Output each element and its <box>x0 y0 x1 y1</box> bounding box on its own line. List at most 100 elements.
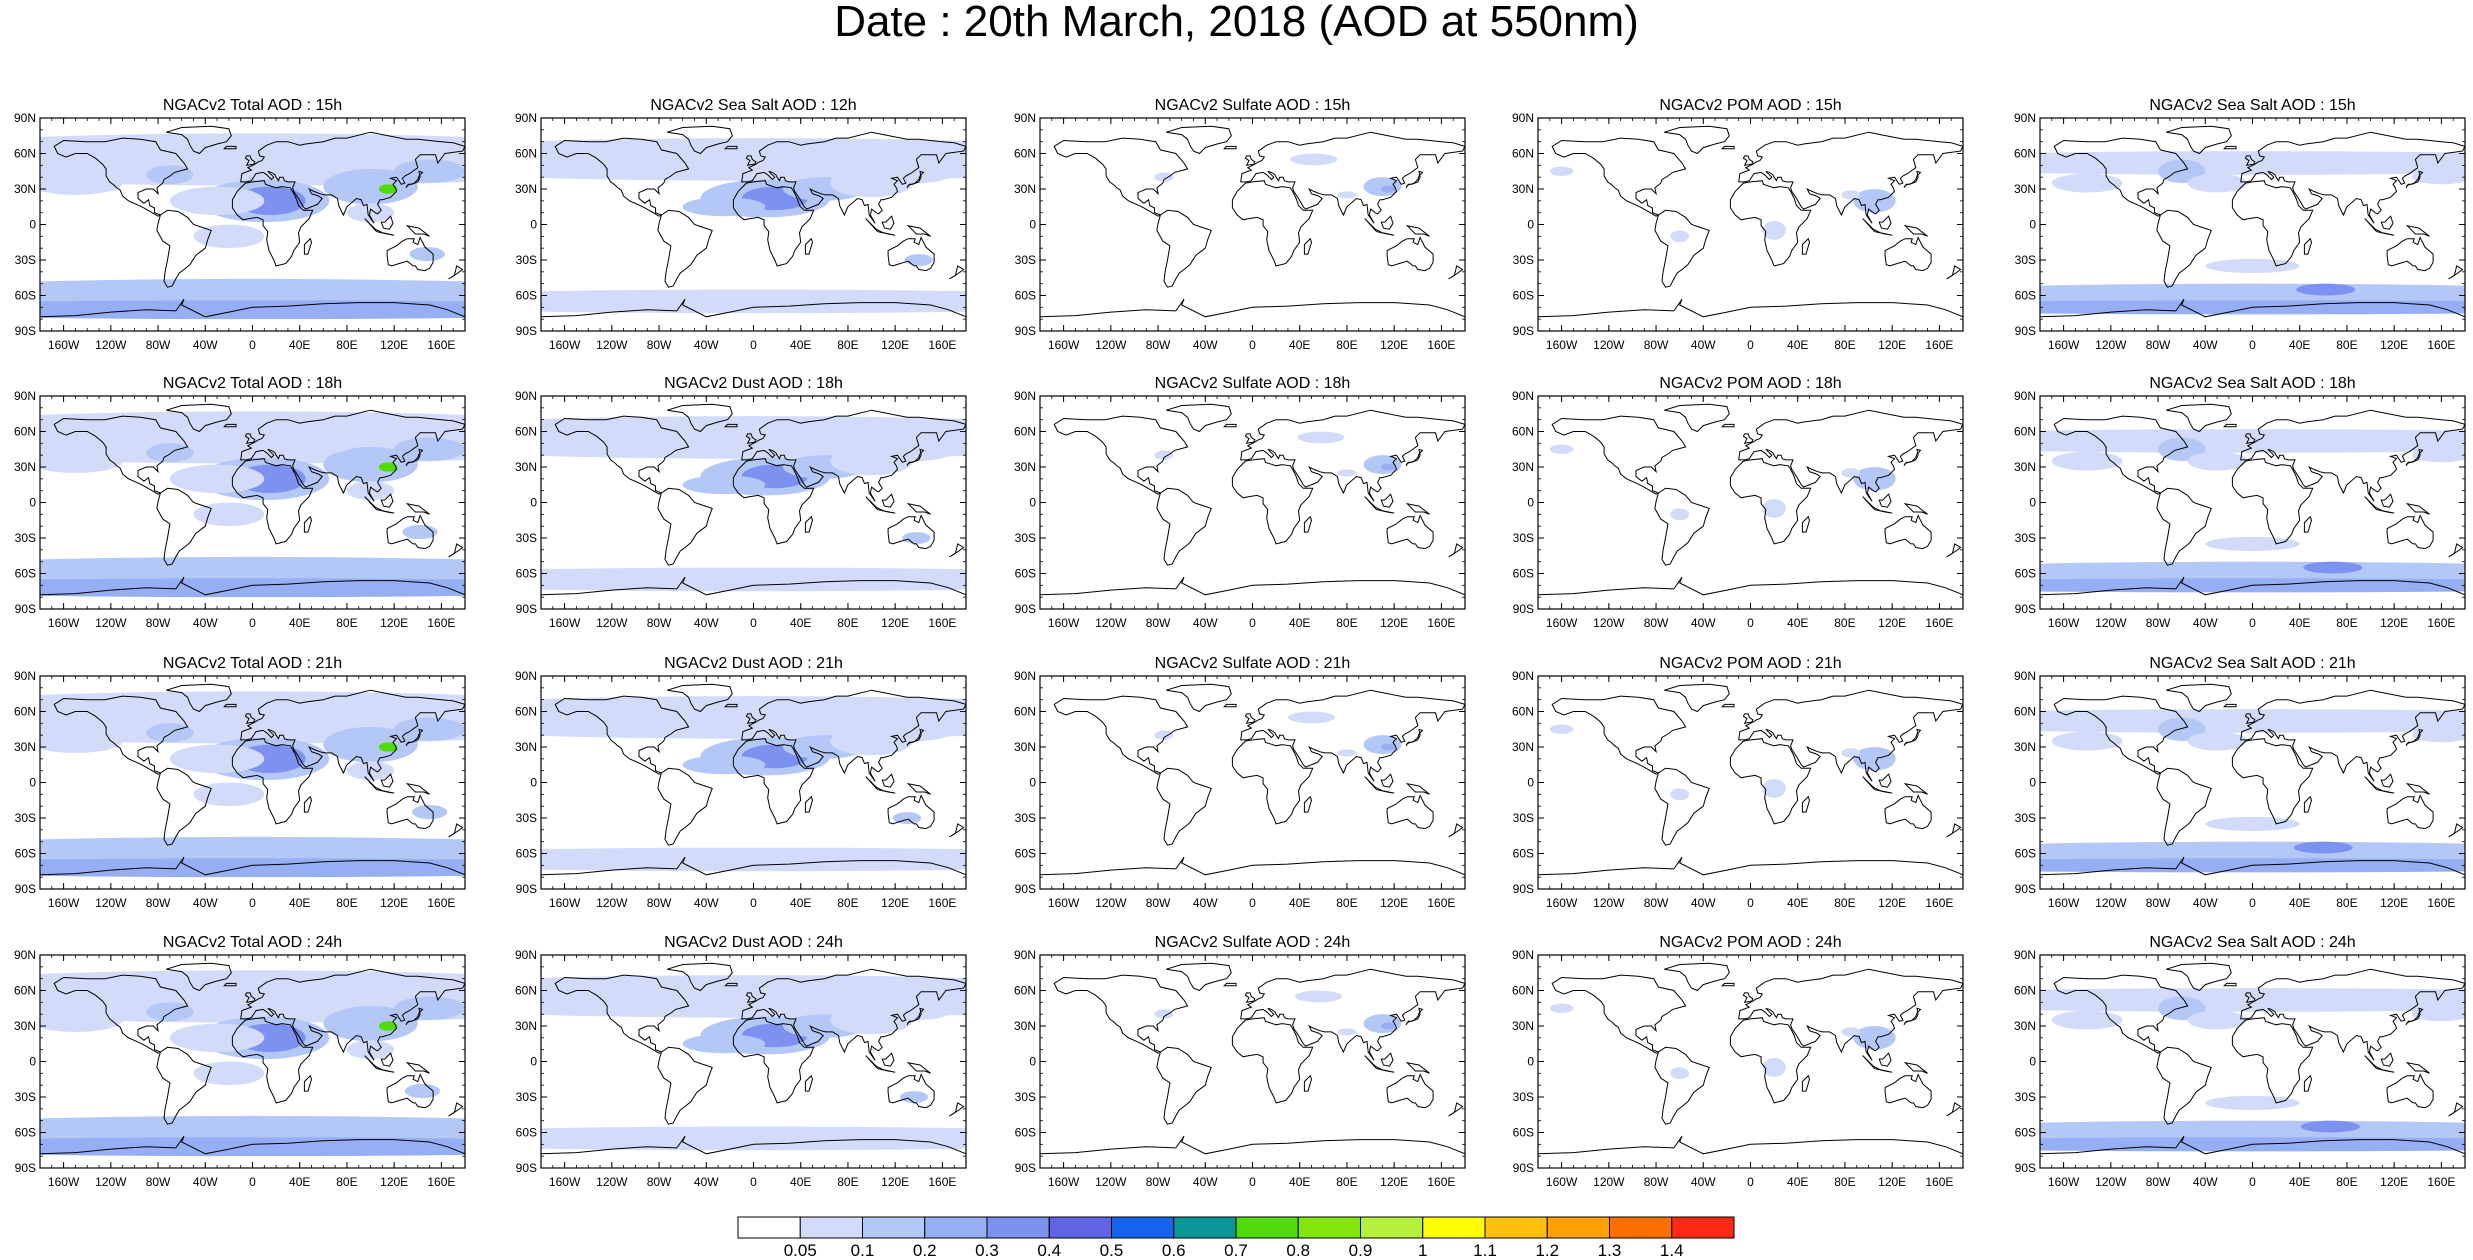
coastline-africa <box>732 180 815 267</box>
coastline-northAmerica <box>554 695 690 775</box>
panel-title: NGACv2 Sulfate AOD : 18h <box>1155 375 1351 392</box>
coastline-borneo <box>881 1052 895 1067</box>
coastline-southAmerica <box>1156 487 1212 566</box>
lon-tick-label: 0 <box>1249 896 1256 910</box>
coastline-greenland <box>166 125 232 155</box>
coastline-newzealand <box>1448 543 1464 558</box>
map-panel: NGACv2 Total AOD : 15h 90N 60N 30N 0 30S 60S 90… <box>14 97 466 352</box>
map-panel: NGACv2 POM AOD : 24h 90N 60N 30N 0 30S 60S 90S 1… <box>1512 934 1964 1189</box>
lon-tick-label: 120E <box>1380 1175 1408 1189</box>
coastline-indonesia <box>1364 776 1395 794</box>
lat-tick-label: 30S <box>2015 811 2036 825</box>
lon-tick-label: 80W <box>2146 338 2171 352</box>
lon-tick-label: 40E <box>2289 338 2310 352</box>
aod-region <box>404 1083 441 1099</box>
coastline-newzealand <box>1946 823 1962 838</box>
lat-tick-label: 30S <box>516 811 537 825</box>
coastline-japan <box>2405 448 2424 467</box>
coastline-uk <box>1244 992 1256 1003</box>
lat-tick-label: 0 <box>1527 218 1534 232</box>
coastline-northAmerica <box>1053 137 1189 217</box>
lat-tick-label: 30N <box>1512 740 1534 754</box>
coastline-iceland <box>1223 703 1237 708</box>
lon-tick-label: 120E <box>2380 1175 2408 1189</box>
lon-tick-label: 40E <box>289 1175 310 1189</box>
coastline-eurasia <box>240 409 465 502</box>
coastline-uk <box>745 713 757 724</box>
coastline-eurasia <box>1240 409 1465 502</box>
coastline-iceland <box>223 145 237 150</box>
lon-tick-label: 80W <box>1644 1175 1669 1189</box>
lon-tick-label: 40W <box>1193 1175 1218 1189</box>
coastline-southAmerica <box>156 487 212 566</box>
colorbar-swatch <box>1111 1216 1175 1239</box>
colorbar-label: 1.1 <box>1473 1241 1497 1260</box>
coastline-newguinea <box>1903 782 1928 795</box>
lon-tick-label: 80W <box>1644 616 1669 630</box>
coastline-australia <box>887 794 935 830</box>
lon-tick-label: 80W <box>146 616 171 630</box>
lon-tick-label: 40W <box>1691 896 1716 910</box>
colorbar: 0.05 0.1 0.2 0.3 0.4 0.5 0.6 0.7 0.8 0.9 1 1.1 1.2 1.… <box>737 1216 1735 1260</box>
coastline-australia <box>1386 514 1434 550</box>
panel-title: NGACv2 Sea Salt AOD : 18h <box>2149 375 2355 392</box>
lat-tick-label: 90N <box>1014 389 1036 403</box>
lon-tick-label: 120W <box>95 616 127 630</box>
coastline-eurasia <box>2240 131 2465 224</box>
lat-tick-label: 90S <box>15 324 36 338</box>
coastline-greenland <box>1166 403 1232 433</box>
coastline-antarctica <box>1040 1135 1465 1155</box>
lon-tick-label: 80E <box>2336 616 2357 630</box>
lon-tick-label: 120W <box>596 338 628 352</box>
lat-tick-label: 30S <box>1513 253 1534 267</box>
lat-tick-label: 30N <box>1014 1019 1036 1033</box>
coastline-borneo <box>1878 215 1892 230</box>
aod-region <box>2051 173 2123 193</box>
lat-tick-label: 30S <box>1513 1090 1534 1104</box>
coastline-greenland <box>2166 403 2232 433</box>
lat-tick-label: 30S <box>2015 253 2036 267</box>
coastline-iceland <box>2223 982 2237 987</box>
coastline-japan <box>1903 448 1922 467</box>
map-panel: NGACv2 Sulfate AOD : 24h 90N 60N 30N 0 30S 60S… <box>1014 934 1466 1189</box>
lon-tick-label: 0 <box>2249 896 2256 910</box>
lon-tick-label: 80E <box>1834 896 1855 910</box>
lon-tick-label: 160W <box>48 338 80 352</box>
coastline-antarctica <box>1538 1135 1963 1155</box>
coastline-iceland <box>2223 423 2237 428</box>
coastline-newguinea <box>1405 1061 1430 1074</box>
aod-region <box>1381 185 1396 193</box>
coastline-indonesia <box>2364 496 2395 514</box>
aod-region <box>682 755 766 775</box>
coastline-newguinea <box>906 502 931 515</box>
lat-tick-label: 30N <box>2014 182 2036 196</box>
aod-region <box>1549 166 1574 176</box>
lon-tick-label: 0 <box>249 338 256 352</box>
aod-region <box>682 1034 766 1054</box>
coastline-borneo <box>380 773 394 788</box>
coastline-japan <box>1405 448 1424 467</box>
lat-tick-label: 0 <box>2029 1055 2036 1069</box>
coastline-iceland <box>724 982 738 987</box>
lon-tick-label: 40E <box>790 338 811 352</box>
lon-tick-label: 120E <box>1878 616 1906 630</box>
lat-tick-label: 90N <box>1512 389 1534 403</box>
lon-tick-label: 0 <box>1747 896 1754 910</box>
lon-tick-label: 80E <box>1336 338 1357 352</box>
coastline-japan <box>405 1007 424 1026</box>
lon-tick-label: 160W <box>549 616 581 630</box>
coastline-eurasia <box>2240 968 2465 1061</box>
lon-tick-label: 80E <box>1336 896 1357 910</box>
colorbar-swatch <box>1173 1216 1237 1239</box>
lat-tick-label: 60S <box>2015 1126 2036 1140</box>
coastline-madagascar <box>1303 515 1313 533</box>
coastline-newguinea <box>1405 782 1430 795</box>
lon-tick-label: 120W <box>95 896 127 910</box>
coastline-uk <box>1244 713 1256 724</box>
coastline-greenland <box>1166 962 1232 992</box>
coastline-northAmerica <box>2053 974 2189 1054</box>
lat-tick-label: 60N <box>1014 705 1036 719</box>
coastline-japan <box>1903 728 1922 747</box>
lon-tick-label: 120E <box>2380 896 2408 910</box>
